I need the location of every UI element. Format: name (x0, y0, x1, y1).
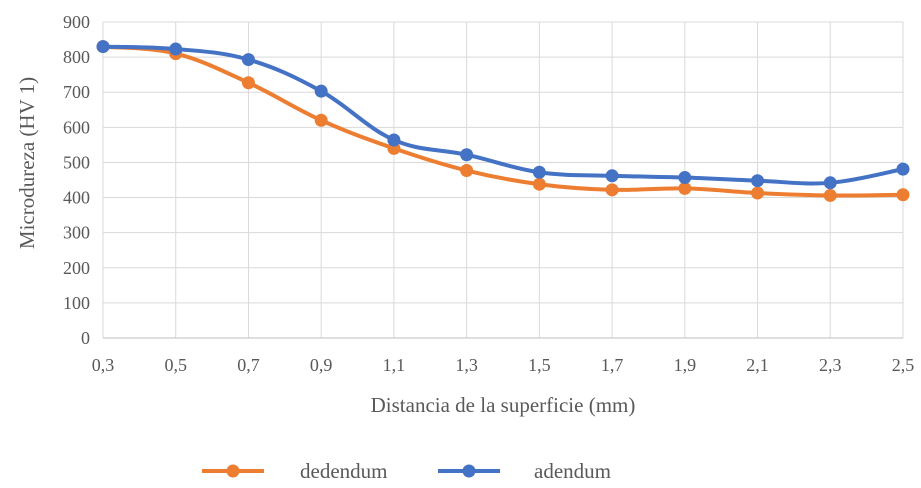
y-tick-label: 500 (63, 152, 90, 172)
data-point-dedendum (314, 113, 328, 127)
x-tick-label: 1,1 (383, 355, 406, 375)
y-tick-labels: 0 100 200 300 400 500 600 700 800 900 (63, 12, 90, 348)
y-axis-title: Microdureza (HV 1) (15, 77, 39, 249)
data-point-adendum (460, 148, 474, 162)
data-point-adendum (387, 133, 401, 147)
data-point-dedendum (896, 188, 910, 202)
data-point-adendum (823, 176, 837, 190)
data-point-adendum (678, 171, 692, 185)
y-tick-label: 700 (63, 82, 90, 102)
series-line-dedendum (101, 44, 905, 198)
legend-item-adendum: adendum (438, 459, 611, 483)
data-point-adendum (96, 40, 110, 54)
data-point-adendum (896, 162, 910, 176)
y-tick-label: 900 (63, 12, 90, 32)
data-point-dedendum (605, 183, 619, 197)
x-tick-label: 2,3 (819, 355, 842, 375)
data-point-dedendum (751, 186, 765, 200)
y-tick-label: 300 (63, 223, 90, 243)
legend-swatch-marker (226, 464, 240, 478)
series-dedendum (96, 40, 910, 202)
x-tick-label: 1,7 (601, 355, 624, 375)
legend-item-dedendum: dedendum (202, 459, 387, 483)
data-point-dedendum (678, 181, 692, 195)
y-tick-label: 200 (63, 258, 90, 278)
x-axis-title: Distancia de la superficie (mm) (371, 393, 636, 417)
data-point-dedendum (460, 164, 474, 178)
y-tick-label: 600 (63, 117, 90, 137)
data-point-dedendum (241, 76, 255, 90)
x-tick-labels: 0,3 0,5 0,7 0,9 1,1 1,3 1,5 1,7 1,9 2,1 2,3 2,5 (92, 355, 915, 375)
data-point-adendum (169, 42, 183, 56)
series-line-adendum (101, 44, 905, 186)
data-point-dedendum (823, 188, 837, 202)
data-point-adendum (605, 169, 619, 183)
x-tick-label: 0,3 (92, 355, 115, 375)
legend-label: dedendum (300, 459, 387, 483)
x-tick-label: 2,5 (892, 355, 915, 375)
data-point-dedendum (532, 177, 546, 191)
y-tick-label: 800 (63, 47, 90, 67)
data-point-adendum (751, 174, 765, 188)
y-tick-label: 0 (81, 328, 90, 348)
y-tick-label: 400 (63, 188, 90, 208)
data-point-adendum (314, 84, 328, 98)
legend: dedendum adendum (202, 459, 611, 483)
y-tick-label: 100 (63, 293, 90, 313)
x-tick-label: 1,9 (674, 355, 697, 375)
series-lines (96, 40, 910, 202)
legend-label: adendum (534, 459, 611, 483)
x-tick-label: 2,1 (746, 355, 769, 375)
legend-swatch-marker (462, 464, 476, 478)
x-tick-label: 0,7 (237, 355, 260, 375)
x-tick-label: 1,5 (528, 355, 551, 375)
x-tick-label: 0,5 (164, 355, 187, 375)
x-tick-label: 0,9 (310, 355, 333, 375)
series-adendum (96, 40, 910, 190)
data-point-adendum (532, 165, 546, 179)
data-point-adendum (241, 53, 255, 67)
x-tick-label: 1,3 (455, 355, 478, 375)
